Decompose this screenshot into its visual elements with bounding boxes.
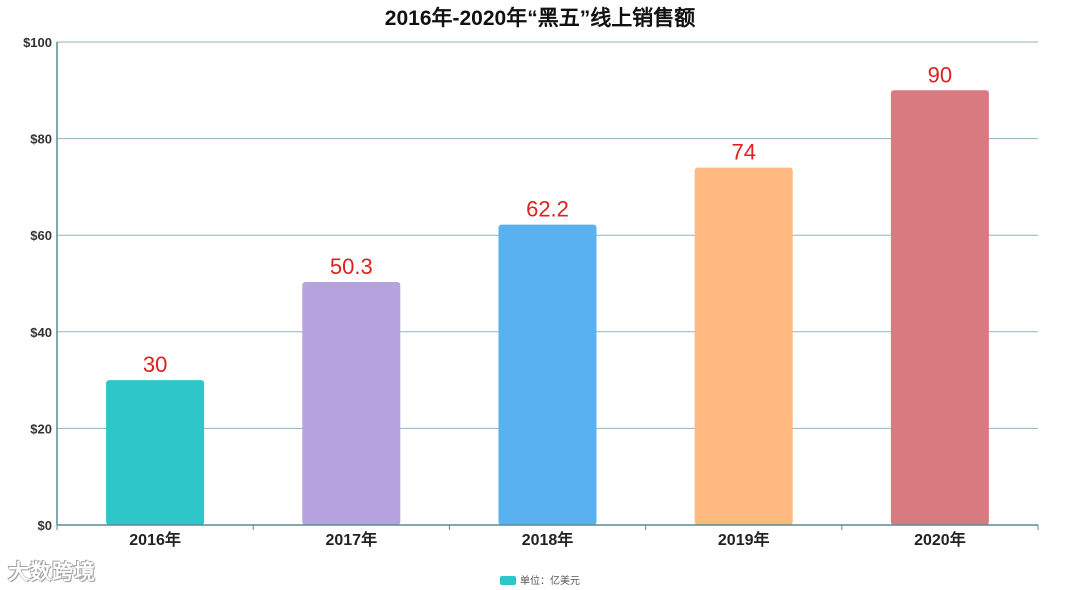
y-tick-label: $20: [30, 421, 52, 436]
data-label: 50.3: [330, 254, 373, 279]
bars: 30 50.3 62.2 74 90: [106, 62, 989, 526]
bar[interactable]: [106, 380, 205, 525]
y-tick-label: $80: [30, 132, 52, 147]
data-label: 74: [731, 140, 755, 165]
x-tick-label: 2019年: [718, 530, 770, 549]
x-tick-label: 2018年: [522, 530, 574, 549]
y-tick-label: $0: [38, 518, 52, 533]
legend[interactable]: 单位：亿美元: [0, 572, 1080, 587]
data-label: 62.2: [526, 197, 569, 222]
watermark-logo: 大数跨境: [8, 556, 96, 586]
legend-label: 单位：亿美元: [520, 576, 580, 587]
data-label: 30: [143, 352, 167, 377]
x-tick-label: 2017年: [325, 530, 377, 549]
bar[interactable]: [302, 282, 401, 525]
y-axis: $0 $20 $40 $60 $80 $100: [23, 35, 58, 533]
data-label: 90: [928, 62, 952, 87]
y-tick-label: $40: [30, 325, 52, 340]
x-tick-label: 2016年: [129, 530, 181, 549]
y-tick-label: $100: [23, 35, 52, 50]
y-tick-label: $60: [30, 228, 52, 243]
chart-title: 2016年-2020年“黑五”线上销售额: [384, 7, 696, 30]
x-tick-label: 2020年: [914, 530, 966, 549]
x-axis: 2016年 2017年 2018年 2019年 2020年: [56, 524, 1039, 549]
bar[interactable]: [890, 90, 989, 526]
bar[interactable]: [694, 167, 793, 525]
watermark-text: 大数跨境: [8, 561, 96, 584]
bar[interactable]: [498, 224, 597, 525]
legend-swatch: [500, 576, 516, 585]
